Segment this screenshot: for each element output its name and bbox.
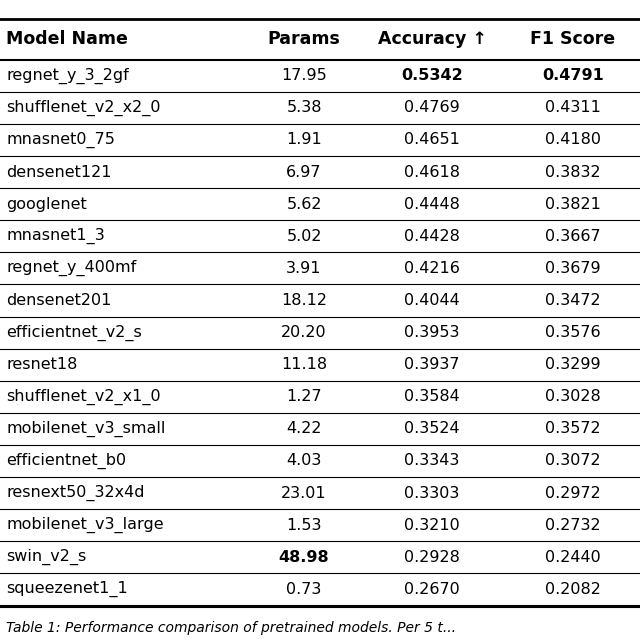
Text: 0.4180: 0.4180	[545, 132, 601, 148]
Text: Model Name: Model Name	[6, 30, 128, 49]
Text: 0.3821: 0.3821	[545, 196, 601, 212]
Text: 0.2082: 0.2082	[545, 582, 601, 597]
Text: 17.95: 17.95	[281, 68, 327, 83]
Text: 0.3679: 0.3679	[545, 261, 600, 276]
Text: resnet18: resnet18	[6, 357, 78, 372]
Text: 0.4651: 0.4651	[404, 132, 460, 148]
Text: efficientnet_v2_s: efficientnet_v2_s	[6, 324, 142, 341]
Text: squeezenet1_1: squeezenet1_1	[6, 581, 128, 598]
Text: Accuracy ↑: Accuracy ↑	[378, 30, 486, 49]
Text: 0.3584: 0.3584	[404, 389, 460, 404]
Text: regnet_y_400mf: regnet_y_400mf	[6, 260, 137, 277]
Text: 0.3667: 0.3667	[545, 229, 600, 244]
Text: 0.3028: 0.3028	[545, 389, 601, 404]
Text: mobilenet_v3_large: mobilenet_v3_large	[6, 517, 164, 534]
Text: mnasnet1_3: mnasnet1_3	[6, 228, 105, 245]
Text: 0.2670: 0.2670	[404, 582, 460, 597]
Text: 0.4448: 0.4448	[404, 196, 460, 212]
Text: 0.3299: 0.3299	[545, 357, 600, 372]
Text: 0.73: 0.73	[286, 582, 322, 597]
Text: 23.01: 23.01	[281, 485, 327, 501]
Text: shufflenet_v2_x2_0: shufflenet_v2_x2_0	[6, 100, 161, 116]
Text: 0.4791: 0.4791	[542, 68, 604, 83]
Text: densenet201: densenet201	[6, 293, 112, 308]
Text: 5.38: 5.38	[286, 100, 322, 116]
Text: 0.3472: 0.3472	[545, 293, 600, 308]
Text: 1.27: 1.27	[286, 389, 322, 404]
Text: 0.2928: 0.2928	[404, 550, 460, 565]
Text: 0.3072: 0.3072	[545, 453, 600, 469]
Text: 0.3576: 0.3576	[545, 325, 600, 340]
Text: 0.5342: 0.5342	[401, 68, 463, 83]
Text: 4.03: 4.03	[286, 453, 322, 469]
Text: densenet121: densenet121	[6, 164, 112, 180]
Text: 0.3832: 0.3832	[545, 164, 600, 180]
Text: resnext50_32x4d: resnext50_32x4d	[6, 485, 145, 501]
Text: 3.91: 3.91	[286, 261, 322, 276]
Text: 0.4311: 0.4311	[545, 100, 601, 116]
Text: 0.3343: 0.3343	[404, 453, 460, 469]
Text: 5.62: 5.62	[286, 196, 322, 212]
Text: 11.18: 11.18	[281, 357, 327, 372]
Text: 0.2972: 0.2972	[545, 485, 601, 501]
Text: Table 1: Performance comparison of pretrained models. Per 5 t...: Table 1: Performance comparison of pretr…	[6, 621, 456, 635]
Text: shufflenet_v2_x1_0: shufflenet_v2_x1_0	[6, 388, 161, 405]
Text: 0.4618: 0.4618	[404, 164, 460, 180]
Text: 0.4428: 0.4428	[404, 229, 460, 244]
Text: 0.3572: 0.3572	[545, 421, 600, 437]
Text: swin_v2_s: swin_v2_s	[6, 549, 86, 566]
Text: mnasnet0_75: mnasnet0_75	[6, 132, 115, 148]
Text: 0.3303: 0.3303	[404, 485, 460, 501]
Text: 1.53: 1.53	[286, 517, 322, 533]
Text: 18.12: 18.12	[281, 293, 327, 308]
Text: F1 Score: F1 Score	[530, 30, 616, 49]
Text: 0.4044: 0.4044	[404, 293, 460, 308]
Text: 0.3210: 0.3210	[404, 517, 460, 533]
Text: efficientnet_b0: efficientnet_b0	[6, 453, 127, 469]
Text: 0.3953: 0.3953	[404, 325, 460, 340]
Text: googlenet: googlenet	[6, 196, 87, 212]
Text: 0.2440: 0.2440	[545, 550, 601, 565]
Text: regnet_y_3_2gf: regnet_y_3_2gf	[6, 67, 129, 84]
Text: 48.98: 48.98	[278, 550, 330, 565]
Text: 1.91: 1.91	[286, 132, 322, 148]
Text: 20.20: 20.20	[281, 325, 327, 340]
Text: 0.3937: 0.3937	[404, 357, 460, 372]
Text: 6.97: 6.97	[286, 164, 322, 180]
Text: 0.2732: 0.2732	[545, 517, 600, 533]
Text: 5.02: 5.02	[286, 229, 322, 244]
Text: 0.4216: 0.4216	[404, 261, 460, 276]
Text: Params: Params	[268, 30, 340, 49]
Text: 4.22: 4.22	[286, 421, 322, 437]
Text: mobilenet_v3_small: mobilenet_v3_small	[6, 421, 166, 437]
Text: 0.4769: 0.4769	[404, 100, 460, 116]
Text: 0.3524: 0.3524	[404, 421, 460, 437]
